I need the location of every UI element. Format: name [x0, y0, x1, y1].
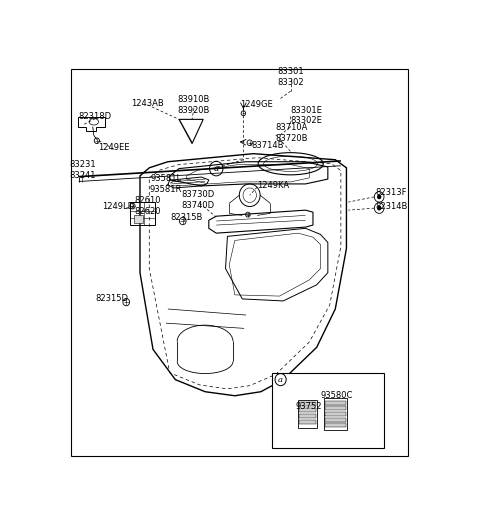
- Circle shape: [377, 206, 381, 211]
- Text: 83714B: 83714B: [252, 140, 284, 150]
- Text: a: a: [278, 376, 283, 384]
- Circle shape: [377, 194, 381, 199]
- Bar: [299, 408, 315, 412]
- Bar: [299, 402, 315, 406]
- Text: 82315D: 82315D: [96, 294, 129, 303]
- Bar: [325, 400, 346, 405]
- Bar: [134, 215, 143, 223]
- Bar: [325, 406, 346, 410]
- Text: 1249LD: 1249LD: [102, 202, 134, 211]
- Text: 82318D: 82318D: [79, 113, 112, 122]
- Text: 1249EE: 1249EE: [98, 143, 130, 152]
- Text: 1249KA: 1249KA: [257, 181, 289, 190]
- Bar: [325, 423, 346, 427]
- Bar: [325, 412, 346, 416]
- Bar: [272, 373, 384, 448]
- Text: 1249GE: 1249GE: [240, 100, 273, 109]
- Text: 93580C: 93580C: [321, 391, 353, 400]
- Text: 83730D
83740D: 83730D 83740D: [181, 190, 214, 210]
- Text: a: a: [214, 164, 219, 173]
- Bar: [299, 420, 315, 424]
- Text: 1243AB: 1243AB: [131, 99, 164, 108]
- Bar: [298, 400, 317, 428]
- Text: 83301E
83302E: 83301E 83302E: [290, 106, 323, 125]
- Text: 82314B: 82314B: [375, 202, 407, 211]
- Bar: [299, 414, 315, 418]
- Text: 83231
83241: 83231 83241: [69, 160, 96, 180]
- Text: 82610
82620: 82610 82620: [134, 196, 161, 216]
- Bar: [325, 418, 346, 422]
- Bar: [324, 398, 347, 430]
- Text: 82315B: 82315B: [170, 213, 203, 222]
- Text: 83710A
83720B: 83710A 83720B: [276, 123, 308, 143]
- Text: 93581L
93581R: 93581L 93581R: [150, 174, 182, 194]
- Text: 82313F: 82313F: [375, 188, 407, 198]
- Text: 93752: 93752: [295, 402, 322, 411]
- Text: 83910B
83920B: 83910B 83920B: [178, 95, 210, 115]
- Text: 83301
83302: 83301 83302: [277, 67, 304, 86]
